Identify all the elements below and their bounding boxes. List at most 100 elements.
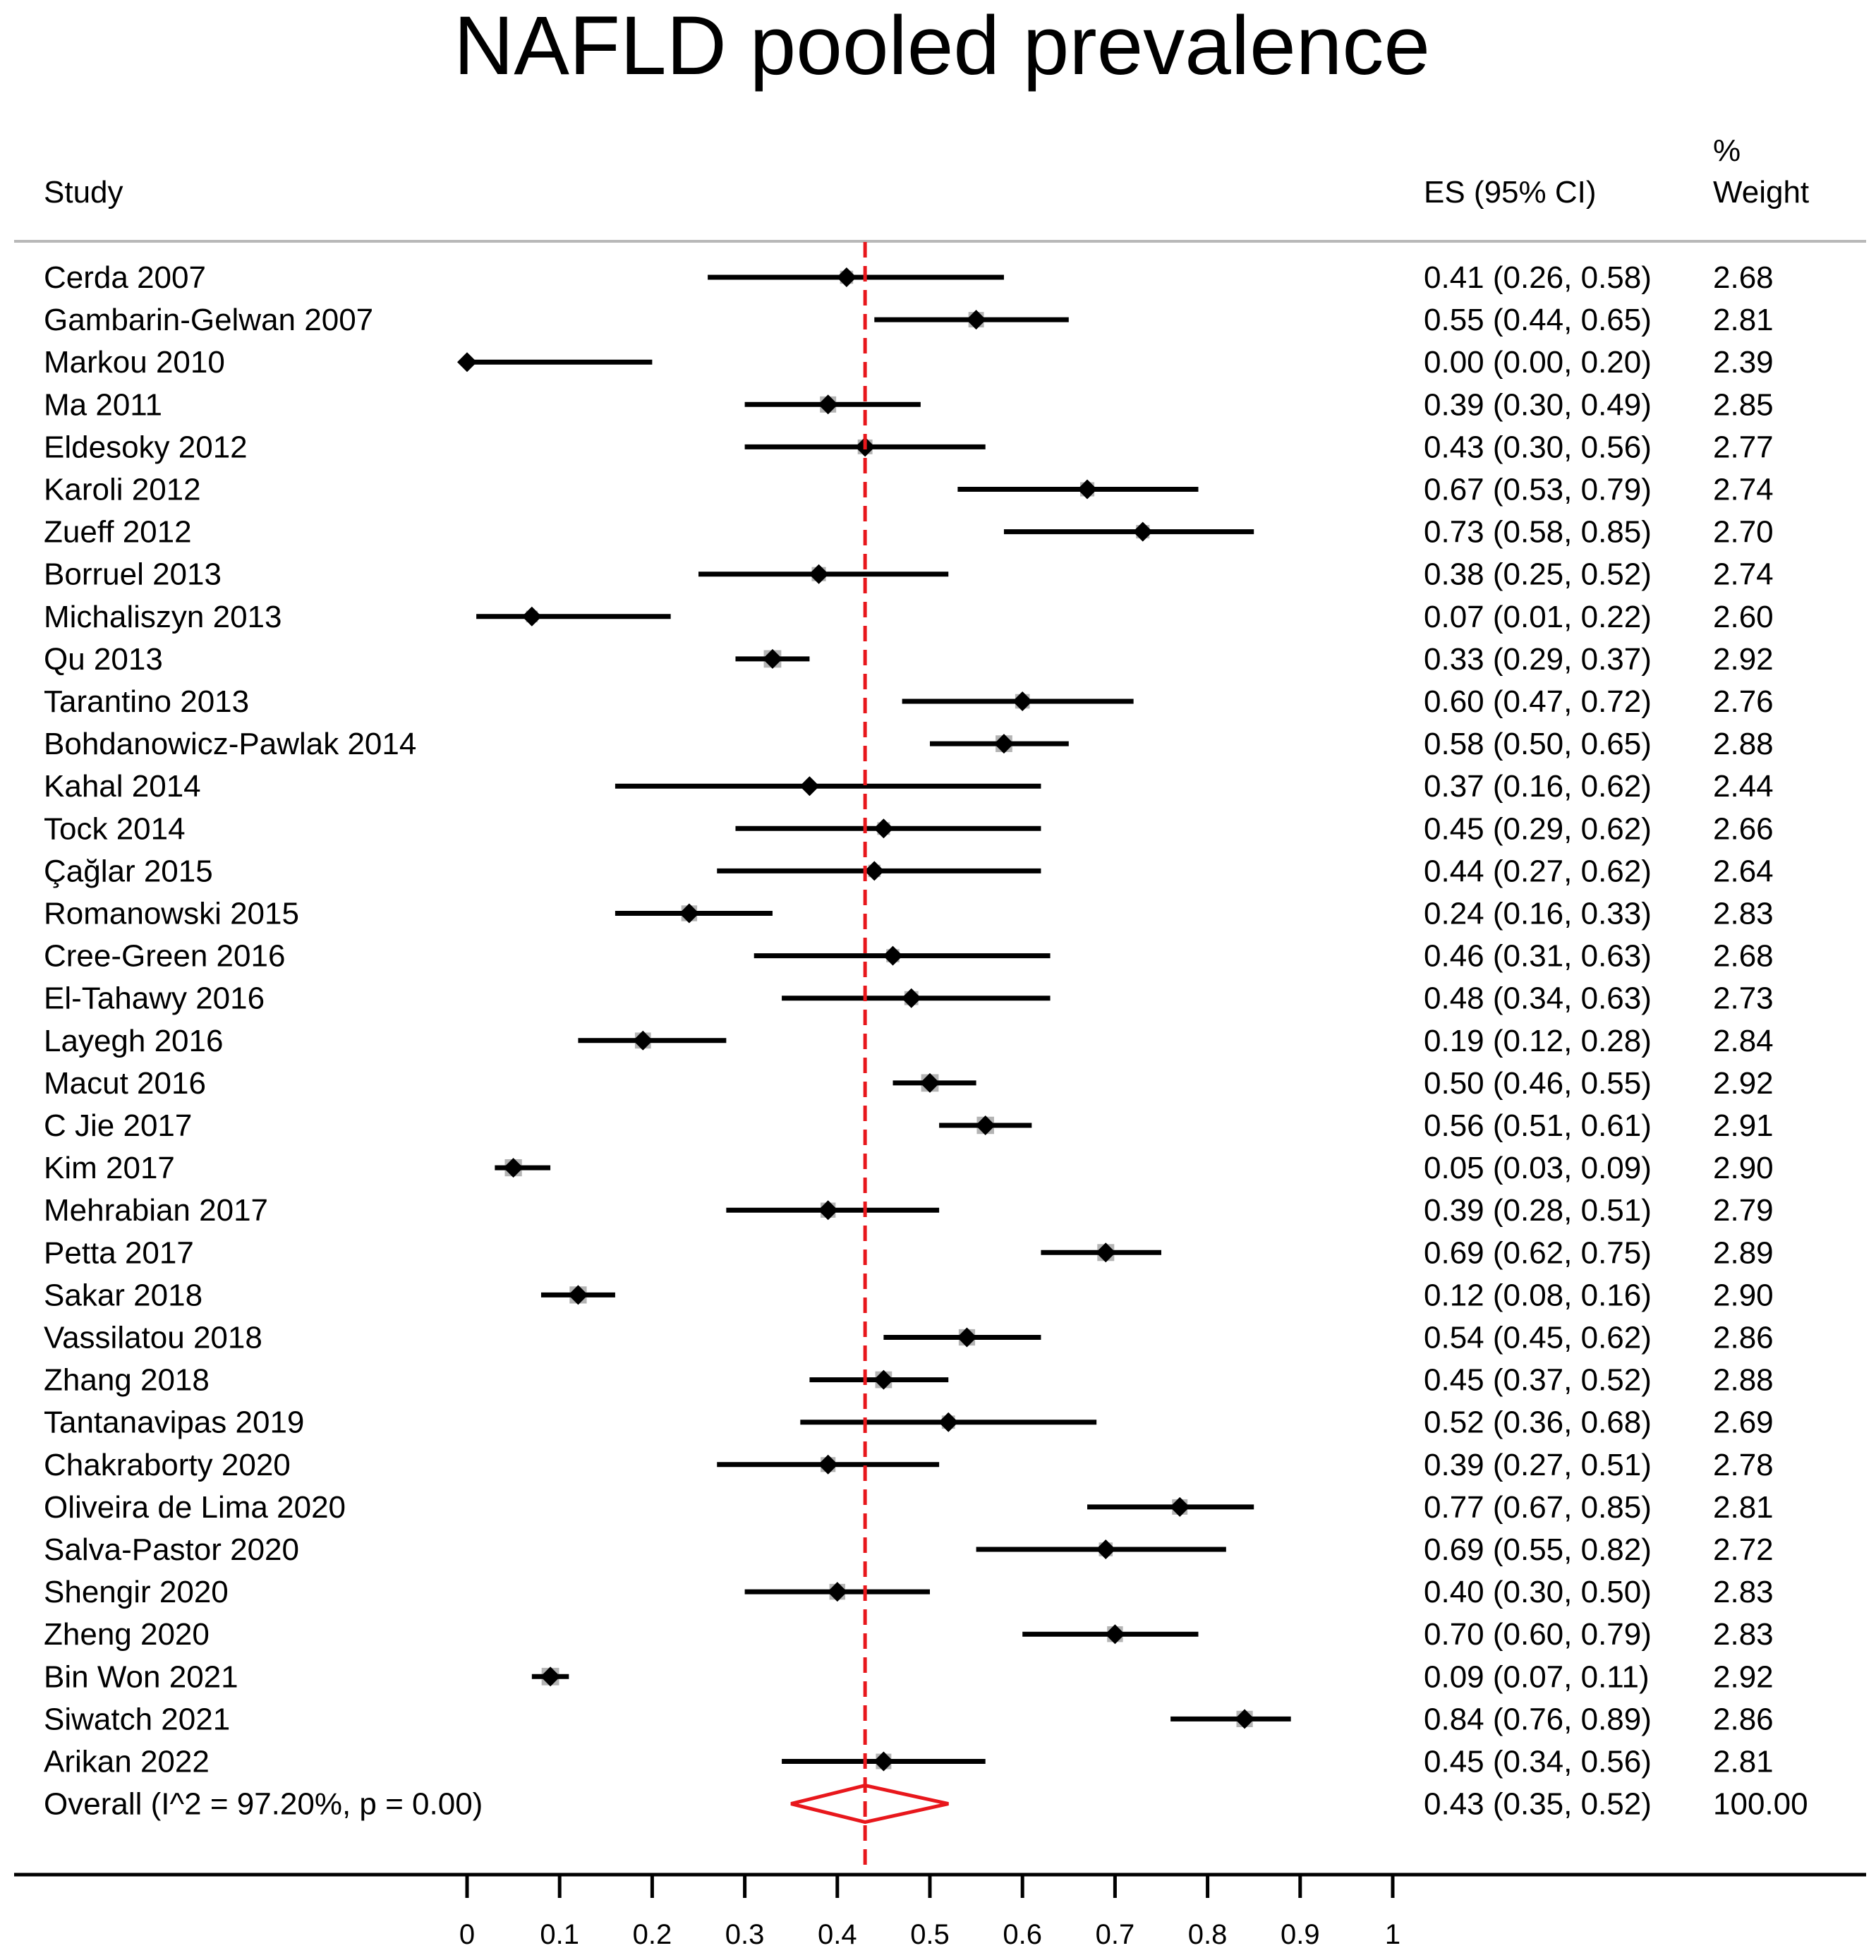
weight-label: 2.81 (1713, 1745, 1774, 1779)
weight-label: 2.91 (1713, 1108, 1774, 1143)
weight-label: 2.83 (1713, 1575, 1774, 1609)
es-ci-label: 0.07 (0.01, 0.22) (1424, 600, 1652, 634)
study-row: Petta 2017 0.69 (0.62, 0.75) 2.89 (44, 1235, 1774, 1270)
weight-label: 2.83 (1713, 897, 1774, 931)
es-ci-label: 0.45 (0.37, 0.52) (1424, 1363, 1652, 1398)
weight-label: 2.77 (1713, 430, 1774, 464)
weight-label: 2.79 (1713, 1193, 1774, 1228)
study-label: El-Tahawy 2016 (44, 981, 265, 1016)
es-ci-label: 0.40 (0.30, 0.50) (1424, 1575, 1652, 1609)
point-estimate-marker (818, 1454, 838, 1475)
es-ci-label: 0.44 (0.27, 0.62) (1424, 854, 1652, 888)
es-ci-label: 0.58 (0.50, 0.65) (1424, 727, 1652, 761)
study-label: Cree-Green 2016 (44, 939, 285, 974)
overall-label: Overall (I^2 = 97.20%, p = 0.00) (44, 1787, 483, 1822)
x-tick-label: 0.8 (1188, 1919, 1228, 1950)
study-label: Zhang 2018 (44, 1363, 210, 1398)
x-tick-label: 0.7 (1096, 1919, 1135, 1950)
point-estimate-marker (901, 988, 921, 1008)
study-row: Karoli 2012 0.67 (0.53, 0.79) 2.74 (44, 473, 1774, 507)
study-label: Ma 2011 (44, 387, 162, 422)
es-ci-label: 0.52 (0.36, 0.68) (1424, 1405, 1652, 1440)
study-row: Borruel 2013 0.38 (0.25, 0.52) 2.74 (44, 557, 1774, 592)
study-label: Borruel 2013 (44, 557, 222, 592)
weight-label: 2.60 (1713, 600, 1774, 634)
point-estimate-marker (993, 734, 1014, 754)
weight-label: 2.86 (1713, 1321, 1774, 1355)
es-ci-label: 0.37 (0.16, 0.62) (1424, 769, 1652, 804)
es-ci-label: 0.69 (0.55, 0.82) (1424, 1532, 1652, 1567)
point-estimate-marker (883, 945, 903, 966)
point-estimate-marker (679, 903, 699, 924)
point-estimate-marker (873, 1369, 894, 1390)
point-estimate-marker (864, 861, 885, 881)
point-estimate-marker (568, 1285, 588, 1305)
study-label: Kahal 2014 (44, 769, 201, 804)
weight-label: 2.84 (1713, 1024, 1774, 1058)
x-tick-label: 0.1 (540, 1919, 579, 1950)
point-estimate-marker (799, 776, 820, 797)
study-label: Tarantino 2013 (44, 684, 249, 719)
point-estimate-marker (633, 1030, 653, 1051)
point-estimate-marker (1012, 691, 1033, 711)
study-label: Chakraborty 2020 (44, 1448, 291, 1482)
es-ci-label: 0.12 (0.08, 0.16) (1424, 1278, 1652, 1312)
study-row: Gambarin-Gelwan 2007 0.55 (0.44, 0.65) 2.8… (44, 303, 1774, 337)
study-label: Salva-Pastor 2020 (44, 1532, 299, 1567)
study-row: Chakraborty 2020 0.39 (0.27, 0.51) 2.78 (44, 1448, 1774, 1482)
study-label: Petta 2017 (44, 1235, 194, 1270)
point-estimate-marker (920, 1072, 940, 1093)
study-label: Bin Won 2021 (44, 1659, 238, 1694)
study-row: Eldesoky 2012 0.43 (0.30, 0.56) 2.77 (44, 430, 1774, 464)
x-tick-label: 0 (459, 1919, 475, 1950)
weight-label: 2.68 (1713, 939, 1774, 974)
study-label: C Jie 2017 (44, 1108, 192, 1143)
weight-label: 2.74 (1713, 473, 1774, 507)
overall-row: Overall (I^2 = 97.20%, p = 0.00) 0.43 (0.… (44, 1784, 1808, 1825)
study-row: Ma 2011 0.39 (0.30, 0.49) 2.85 (44, 387, 1774, 422)
study-label: Gambarin-Gelwan 2007 (44, 303, 373, 337)
point-estimate-marker (873, 1751, 894, 1772)
es-ci-label: 0.48 (0.34, 0.63) (1424, 981, 1652, 1016)
study-row: Layegh 2016 0.19 (0.12, 0.28) 2.84 (44, 1024, 1774, 1058)
es-ci-label: 0.73 (0.58, 0.85) (1424, 515, 1652, 550)
study-label: Karoli 2012 (44, 473, 201, 507)
study-label: Mehrabian 2017 (44, 1193, 268, 1228)
study-row: Sakar 2018 0.12 (0.08, 0.16) 2.90 (44, 1278, 1774, 1312)
study-row: Bin Won 2021 0.09 (0.07, 0.11) 2.92 (44, 1659, 1774, 1694)
weight-label: 2.86 (1713, 1702, 1774, 1736)
study-label: Zheng 2020 (44, 1617, 210, 1652)
es-ci-label: 0.43 (0.30, 0.56) (1424, 430, 1652, 464)
weight-label: 2.74 (1713, 557, 1774, 592)
weight-label: 2.73 (1713, 981, 1774, 1016)
weight-label: 2.78 (1713, 1448, 1774, 1482)
study-label: Layegh 2016 (44, 1024, 223, 1058)
weight-label: 2.90 (1713, 1278, 1774, 1312)
chart-title: NAFLD pooled prevalence (454, 0, 1430, 92)
study-label: Çağlar 2015 (44, 854, 213, 888)
header-study: Study (44, 175, 123, 210)
weight-label: 2.92 (1713, 1066, 1774, 1101)
study-row: Arikan 2022 0.45 (0.34, 0.56) 2.81 (44, 1745, 1774, 1779)
study-row: Cree-Green 2016 0.46 (0.31, 0.63) 2.68 (44, 939, 1774, 974)
point-estimate-marker (938, 1412, 959, 1432)
overall-weight-label: 100.00 (1713, 1787, 1808, 1822)
es-ci-label: 0.54 (0.45, 0.62) (1424, 1321, 1652, 1355)
study-label: Arikan 2022 (44, 1745, 210, 1779)
es-ci-label: 0.45 (0.34, 0.56) (1424, 1745, 1652, 1779)
study-row: Çağlar 2015 0.44 (0.27, 0.62) 2.64 (44, 854, 1774, 888)
point-estimate-marker (1096, 1539, 1116, 1559)
study-label: Zueff 2012 (44, 515, 192, 550)
x-tick-label: 0.6 (1003, 1919, 1042, 1950)
study-row: Mehrabian 2017 0.39 (0.28, 0.51) 2.79 (44, 1193, 1774, 1228)
study-label: Tock 2014 (44, 811, 186, 846)
study-row: Tantanavipas 2019 0.52 (0.36, 0.68) 2.69 (44, 1405, 1774, 1440)
point-estimate-marker (975, 1115, 996, 1135)
study-label: Siwatch 2021 (44, 1702, 230, 1736)
study-row: Macut 2016 0.50 (0.46, 0.55) 2.92 (44, 1066, 1774, 1101)
weight-label: 2.44 (1713, 769, 1774, 804)
x-tick-label: 0.9 (1281, 1919, 1320, 1950)
es-ci-label: 0.84 (0.76, 0.89) (1424, 1702, 1652, 1736)
weight-label: 2.88 (1713, 727, 1774, 761)
x-tick-label: 0.2 (633, 1919, 672, 1950)
